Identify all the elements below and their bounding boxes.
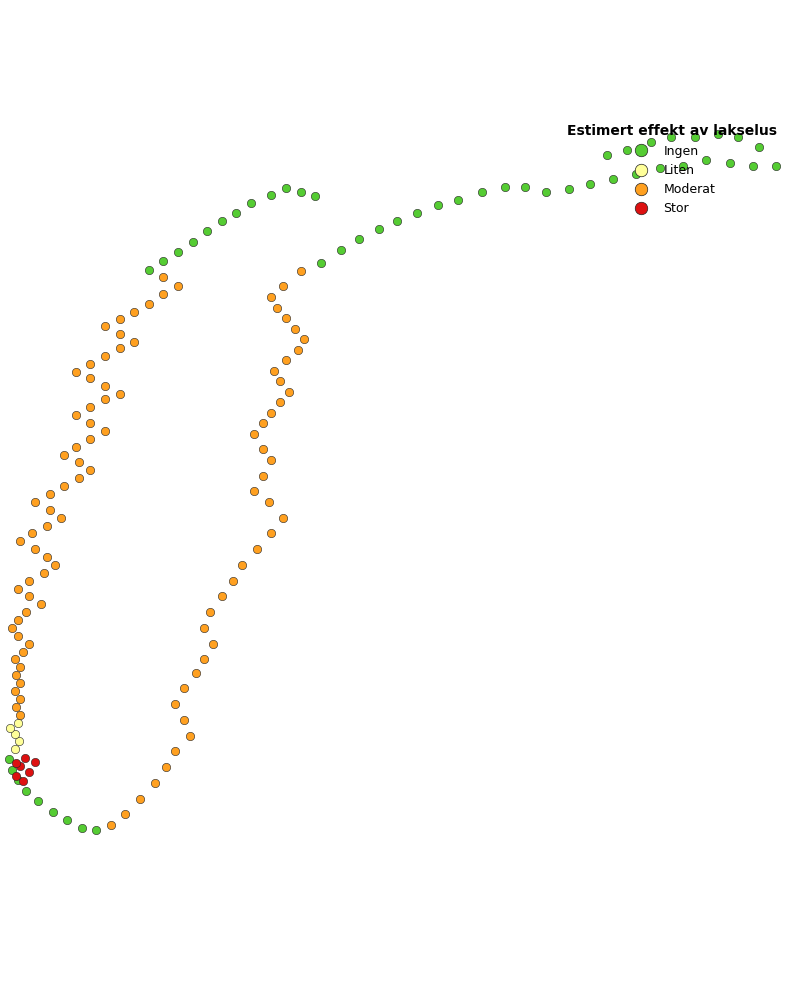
Legend: Ingen, Liten, Moderat, Stor: Ingen, Liten, Moderat, Stor (562, 120, 782, 220)
